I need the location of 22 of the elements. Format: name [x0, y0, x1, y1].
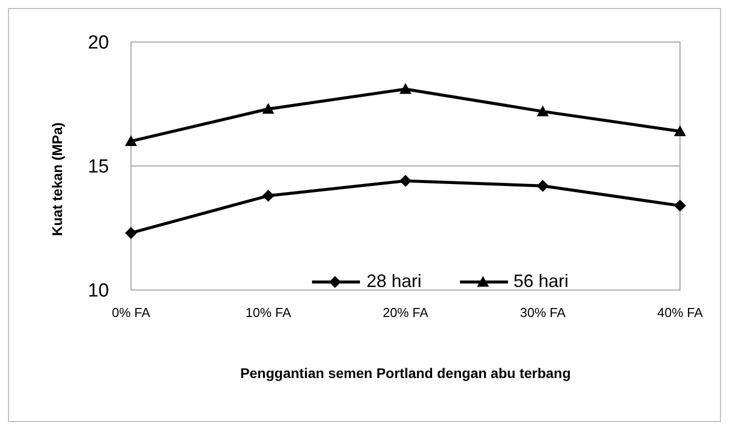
x-tick-label: 0% FA	[112, 305, 150, 320]
point	[262, 102, 274, 114]
point	[536, 180, 549, 192]
point	[125, 135, 137, 146]
point	[400, 174, 412, 187]
x-tick-label: 30% FA	[520, 305, 566, 320]
point	[674, 125, 686, 136]
y-axis-title: Kuat tekan (MPa)	[48, 122, 65, 236]
y-tick-label: 10	[88, 280, 109, 302]
y-tick-label: 15	[88, 156, 109, 178]
y-tick-label: 20	[88, 32, 109, 54]
point	[400, 83, 412, 94]
legend-label: 56 hari	[514, 271, 569, 292]
point	[674, 200, 686, 212]
x-tick-label: 20% FA	[382, 305, 429, 320]
point	[262, 190, 274, 202]
x-tick-label: 40% FA	[657, 305, 704, 320]
point	[125, 226, 137, 239]
x-tick-label: 10% FA	[245, 305, 292, 320]
point	[536, 105, 549, 116]
x-axis-title: Penggantian semen Portland dengan abu terbang	[240, 365, 571, 381]
legend-label: 28 hari	[366, 271, 422, 292]
